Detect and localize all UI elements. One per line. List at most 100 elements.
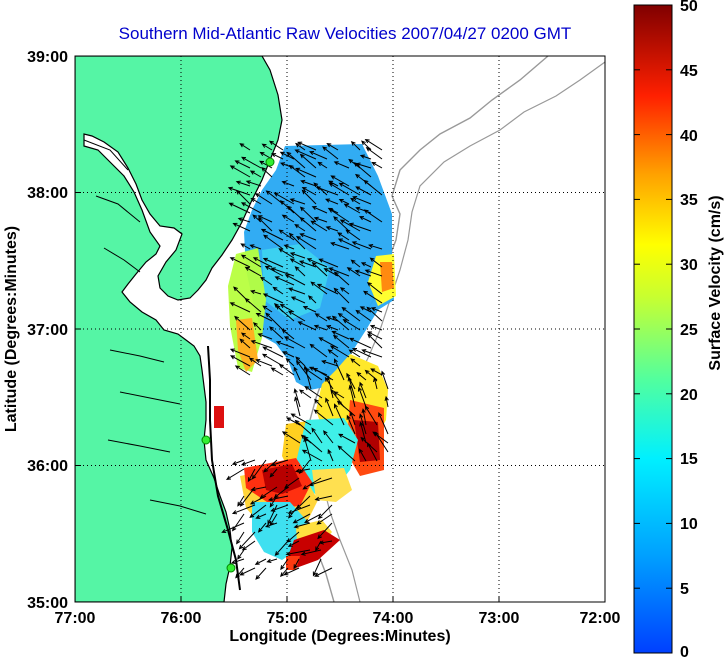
colorbar-label: Surface Velocity (cm/s) <box>707 195 724 370</box>
velocity-arrow <box>295 360 312 381</box>
velocity-arrow <box>280 567 289 578</box>
velocity-arrow <box>294 419 312 435</box>
velocity-arrow <box>312 558 322 577</box>
velocity-arrow <box>367 333 383 349</box>
velocity-arrow <box>325 226 339 232</box>
velocity-arrow <box>239 567 256 576</box>
velocity-arrow <box>304 385 323 399</box>
velocity-arrow <box>229 302 251 313</box>
velocity-arrow <box>356 371 367 381</box>
velocity-arrow <box>287 540 300 547</box>
velocity-arrow <box>351 241 372 250</box>
velocity-arrow <box>368 243 383 250</box>
velocity-arrow <box>311 206 328 214</box>
velocity-arrow <box>245 180 262 187</box>
velocity-arrow <box>352 196 372 205</box>
velocity-arrow <box>318 337 339 349</box>
velocity-arrow <box>274 276 295 286</box>
colorbar-tick-label: 25 <box>680 322 698 339</box>
velocity-arrow <box>339 219 361 232</box>
velocity-arrow <box>328 267 350 277</box>
velocity-arrow <box>350 259 361 268</box>
velocity-arrow <box>332 334 350 349</box>
velocity-arrow <box>295 167 317 178</box>
velocity-arrow <box>316 513 333 525</box>
velocity-arrow <box>290 413 312 426</box>
velocity-arrow <box>325 325 339 331</box>
velocity-arrow <box>360 262 372 268</box>
velocity-arrow <box>240 254 262 268</box>
velocity-arrow <box>229 165 251 178</box>
x-tick-label: 73:00 <box>479 610 520 627</box>
velocity-arrow <box>366 306 383 322</box>
velocity-arrow <box>339 287 350 295</box>
velocity-arrow <box>264 522 278 528</box>
velocity-arrow <box>295 142 306 151</box>
velocity-arrow <box>268 140 284 151</box>
x-tick-label: 76:00 <box>161 610 202 627</box>
velocity-arrow <box>244 297 262 313</box>
velocity-arrow <box>299 206 317 223</box>
velocity-arrow <box>254 193 273 205</box>
velocity-arrow <box>358 216 372 223</box>
colorbar-tick-label: 40 <box>680 128 698 145</box>
velocity-arrow <box>234 365 251 376</box>
velocity-arrow <box>304 513 322 523</box>
colorbar-tick-label: 20 <box>680 387 698 404</box>
velocity-arrow <box>333 161 350 169</box>
velocity-arrow <box>241 540 256 551</box>
velocity-arrow <box>231 459 245 466</box>
velocity-arrow <box>321 359 339 367</box>
velocity-arrow <box>269 468 278 478</box>
velocity-arrow <box>311 261 328 277</box>
velocity-arrow <box>299 233 317 241</box>
velocity-arrow <box>272 286 284 295</box>
velocity-arrow <box>300 549 322 556</box>
velocity-arrow <box>351 348 372 358</box>
velocity-arrow <box>354 269 372 277</box>
velocity-arrow <box>355 186 372 196</box>
velocity-arrow <box>234 160 251 169</box>
velocity-arrow <box>297 141 317 151</box>
velocity-arrow <box>350 197 361 205</box>
velocity-arrow <box>257 217 273 232</box>
velocity-arrow <box>300 179 317 187</box>
velocity-arrow <box>230 355 251 367</box>
velocity-arrow <box>230 558 245 565</box>
velocity-arrow <box>240 459 256 466</box>
velocity-arrow <box>265 312 284 331</box>
velocity-arrow <box>313 216 328 223</box>
velocity-arrow <box>263 234 284 250</box>
velocity-arrow <box>293 388 301 408</box>
velocity-arrow <box>229 257 251 268</box>
velocity-arrow <box>349 411 356 426</box>
velocity-arrow <box>326 375 334 399</box>
velocity-arrow <box>311 427 323 444</box>
velocity-arrow <box>263 459 278 473</box>
velocity-arrow <box>294 223 306 232</box>
velocity-arrow <box>329 345 350 358</box>
velocity-arrow <box>278 229 295 241</box>
x-tick-label: 74:00 <box>373 610 414 627</box>
velocity-arrow <box>261 353 284 367</box>
velocity-arrow <box>248 357 262 367</box>
colorbar-tick-label: 45 <box>680 63 698 80</box>
velocity-arrow <box>363 209 383 223</box>
velocity-arrow <box>228 202 251 214</box>
velocity-arrow <box>250 486 267 492</box>
velocity-arrow <box>289 252 306 259</box>
velocity-arrow <box>241 156 262 169</box>
velocity-arrow <box>378 412 389 435</box>
velocity-arrow <box>290 296 306 304</box>
velocity-arrow <box>359 154 372 160</box>
velocity-arrow <box>287 287 306 295</box>
velocity-arrow <box>236 531 245 545</box>
velocity-arrow <box>318 258 339 268</box>
velocity-arrow <box>265 190 284 205</box>
station-marker <box>201 435 211 445</box>
velocity-arrow <box>384 395 389 408</box>
velocity-arrow <box>249 170 262 178</box>
velocity-arrow <box>338 199 350 205</box>
velocity-arrow <box>364 269 383 277</box>
